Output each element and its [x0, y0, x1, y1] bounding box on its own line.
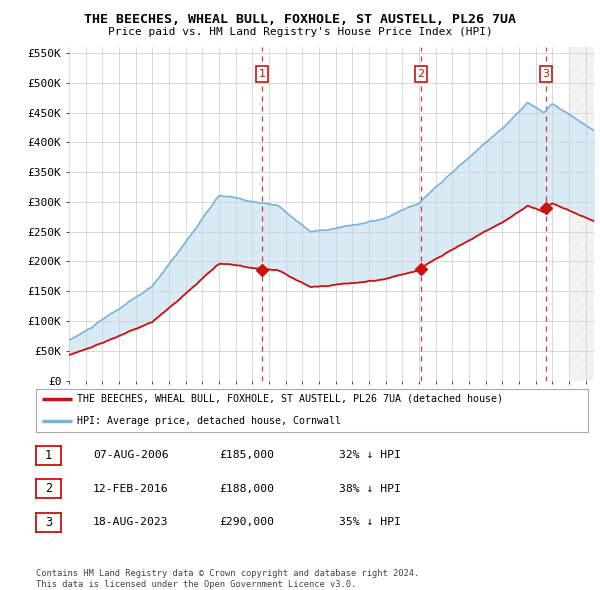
Text: £185,000: £185,000 [219, 451, 274, 460]
Text: THE BEECHES, WHEAL BULL, FOXHOLE, ST AUSTELL, PL26 7UA: THE BEECHES, WHEAL BULL, FOXHOLE, ST AUS… [84, 13, 516, 26]
Text: 2: 2 [45, 482, 52, 495]
Text: 1: 1 [259, 69, 265, 79]
Text: 3: 3 [542, 69, 550, 79]
Text: THE BEECHES, WHEAL BULL, FOXHOLE, ST AUSTELL, PL26 7UA (detached house): THE BEECHES, WHEAL BULL, FOXHOLE, ST AUS… [77, 394, 503, 404]
Text: £188,000: £188,000 [219, 484, 274, 493]
Text: 32% ↓ HPI: 32% ↓ HPI [339, 451, 401, 460]
Text: Contains HM Land Registry data © Crown copyright and database right 2024.
This d: Contains HM Land Registry data © Crown c… [36, 569, 419, 589]
Text: 18-AUG-2023: 18-AUG-2023 [93, 517, 169, 527]
Text: 2: 2 [418, 69, 425, 79]
Text: 38% ↓ HPI: 38% ↓ HPI [339, 484, 401, 493]
Text: Price paid vs. HM Land Registry's House Price Index (HPI): Price paid vs. HM Land Registry's House … [107, 27, 493, 37]
Text: 1: 1 [45, 449, 52, 462]
Text: £290,000: £290,000 [219, 517, 274, 527]
Text: 07-AUG-2006: 07-AUG-2006 [93, 451, 169, 460]
Text: HPI: Average price, detached house, Cornwall: HPI: Average price, detached house, Corn… [77, 416, 341, 426]
Text: 12-FEB-2016: 12-FEB-2016 [93, 484, 169, 493]
Text: 35% ↓ HPI: 35% ↓ HPI [339, 517, 401, 527]
Text: 3: 3 [45, 516, 52, 529]
